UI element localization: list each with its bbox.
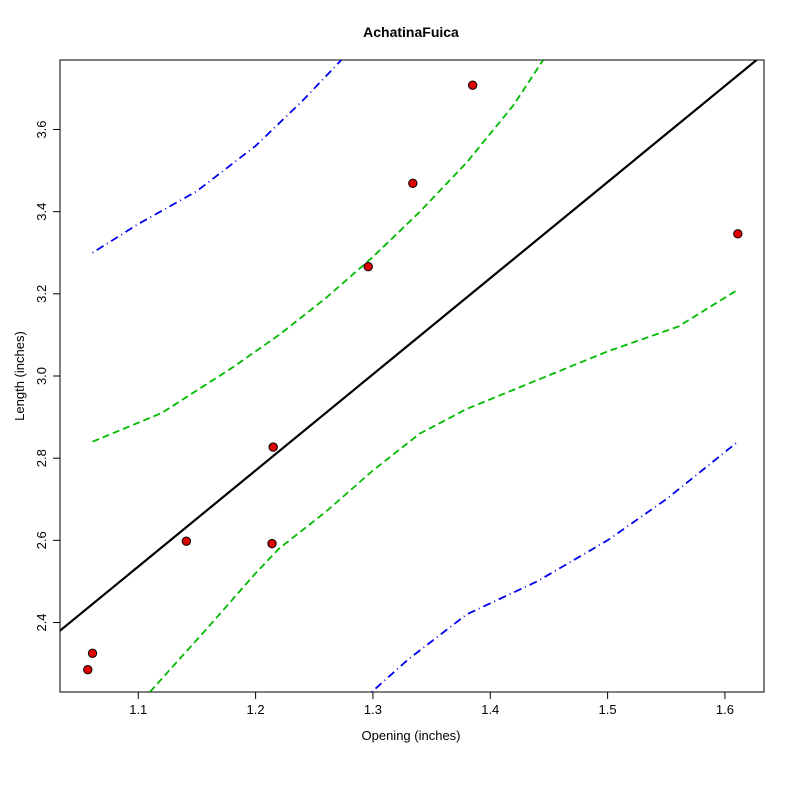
plot-frame bbox=[59, 59, 765, 693]
y-tick-label: 2.4 bbox=[34, 613, 49, 631]
chart-title: AchatinaFuica bbox=[363, 24, 459, 40]
y-tick-label: 3.6 bbox=[34, 120, 49, 138]
data-point bbox=[467, 80, 478, 90]
regression-line-line bbox=[60, 60, 759, 632]
data-point bbox=[268, 442, 278, 452]
confidence-lower-line bbox=[149, 288, 739, 692]
plot-area: 1.1 1.2 1.3 1.4 1.5 1.6 2.4 2.6 2.8 3.0 3.2 3.4 3.6 bbox=[34, 59, 765, 717]
x-tick-label: 1.2 bbox=[247, 702, 265, 717]
y-tick-label: 3.2 bbox=[34, 285, 49, 303]
x-tick-label: 1.6 bbox=[716, 702, 734, 717]
data-point bbox=[733, 229, 743, 239]
prediction-upper-line bbox=[92, 60, 342, 254]
y-tick-label: 3.0 bbox=[34, 367, 49, 385]
x-tick-label: 1.3 bbox=[364, 702, 382, 717]
data-point bbox=[408, 178, 418, 189]
data-point bbox=[363, 262, 373, 272]
data-point bbox=[181, 536, 192, 546]
y-tick-label: 2.6 bbox=[34, 531, 49, 549]
x-tick-label: 1.1 bbox=[129, 702, 147, 717]
data-point bbox=[83, 665, 93, 675]
confidence-upper-line bbox=[92, 60, 544, 443]
data-point bbox=[267, 538, 277, 549]
y-tick-label: 3.4 bbox=[34, 203, 49, 221]
x-axis-label: Opening (inches) bbox=[362, 728, 461, 743]
y-tick-label: 2.8 bbox=[34, 449, 49, 467]
data-point bbox=[87, 648, 98, 659]
y-axis-label: Length (inches) bbox=[12, 331, 27, 421]
prediction-lower-line bbox=[371, 440, 739, 692]
x-tick-label: 1.4 bbox=[481, 702, 499, 717]
x-tick-label: 1.5 bbox=[599, 702, 617, 717]
